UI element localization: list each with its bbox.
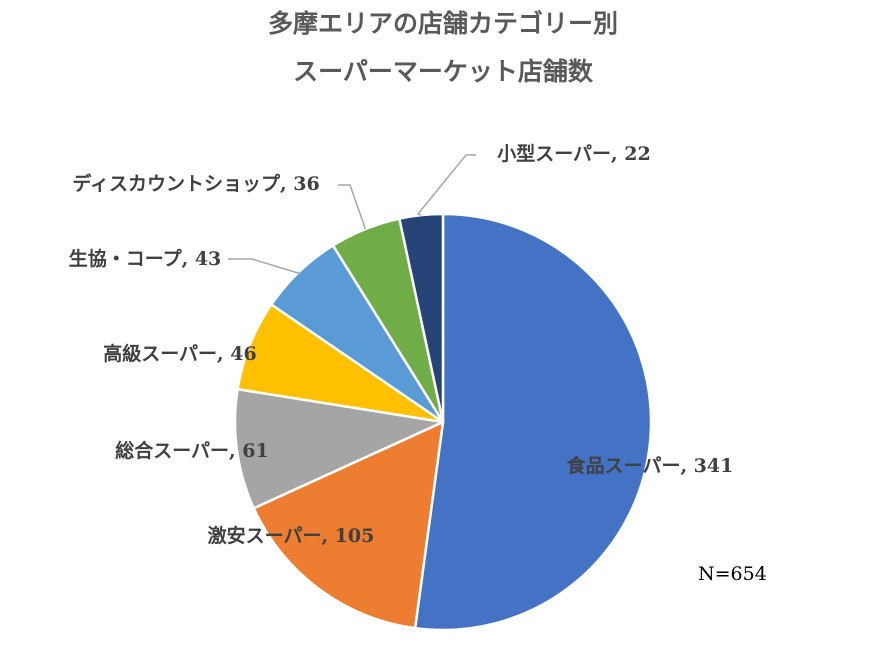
chart-title-line-1: 多摩エリアの店舗カテゴリー別 [268, 9, 618, 38]
pie-slice-3 [233, 387, 445, 510]
data-label-6: ディスカウントショップ, 36 [72, 172, 319, 195]
chart-title-line-2: スーパーマーケット店舗数 [293, 57, 594, 86]
data-label-1: 食品スーパー, 341 [567, 454, 734, 477]
data-labels: 食品スーパー, 341 激安スーパー, 105 総合スーパー, 61 高級スーパー, … [69, 142, 734, 547]
data-label-3: 総合スーパー, 61 [115, 439, 268, 462]
pie-slices [233, 212, 653, 632]
leader-line-5 [228, 258, 300, 274]
sample-size-note: N=654 [698, 563, 767, 585]
pie-slice-2 [252, 420, 445, 630]
leader-lines [228, 154, 476, 274]
pie-slice-7 [398, 212, 445, 424]
leader-line-6 [338, 184, 366, 230]
data-label-4: 高級スーパー, 46 [103, 342, 256, 365]
pie-slice-1 [413, 212, 653, 632]
leader-line-7 [416, 154, 476, 216]
data-label-7: 小型スーパー, 22 [497, 142, 650, 165]
data-label-2: 激安スーパー, 105 [208, 524, 375, 547]
data-label-5: 生協・コープ, 43 [69, 247, 222, 270]
